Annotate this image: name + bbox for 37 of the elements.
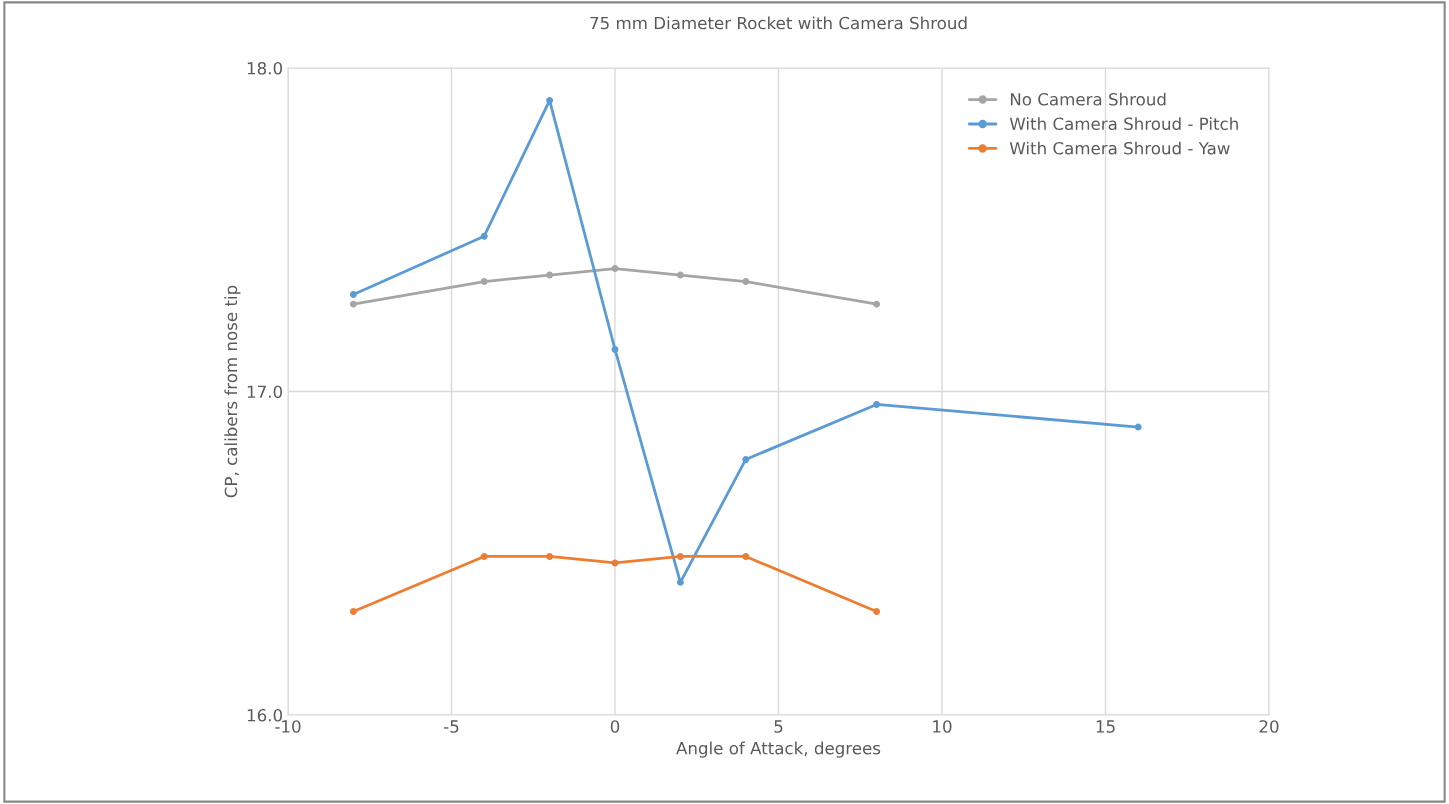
y-tick-label: 17.0 bbox=[247, 385, 283, 399]
point bbox=[676, 578, 684, 586]
x-axis-title: Angle of Attack, degrees bbox=[676, 741, 881, 758]
point bbox=[873, 608, 881, 615]
point bbox=[676, 553, 684, 560]
point bbox=[480, 232, 488, 240]
point bbox=[349, 300, 357, 308]
x-tick-label: 20 bbox=[1259, 720, 1279, 733]
point bbox=[611, 265, 619, 273]
x-tick-label: 5 bbox=[774, 720, 783, 733]
legend-label: With Camera Shroud - Yaw bbox=[1009, 141, 1230, 155]
point bbox=[349, 608, 357, 615]
x-tick-label: 0 bbox=[610, 720, 620, 733]
point bbox=[546, 96, 554, 104]
y-tick-label: 16.0 bbox=[247, 708, 283, 722]
point bbox=[742, 553, 750, 560]
point bbox=[480, 553, 488, 560]
point bbox=[873, 300, 881, 308]
point bbox=[349, 290, 357, 298]
point bbox=[742, 455, 750, 463]
x-tick-label: 10 bbox=[933, 720, 952, 733]
point bbox=[611, 345, 619, 353]
x-tick-label: -5 bbox=[444, 720, 459, 733]
legend-label: No Camera Shroud bbox=[1010, 92, 1166, 106]
point bbox=[676, 271, 684, 279]
x-tick-label: 15 bbox=[1096, 720, 1115, 733]
point bbox=[742, 278, 750, 285]
chart-title: 75 mm Diameter Rocket with Camera Shroud bbox=[590, 16, 967, 30]
point bbox=[873, 400, 881, 408]
legend-label: With Camera Shroud - Pitch bbox=[1009, 117, 1238, 131]
point bbox=[546, 271, 554, 279]
y-axis-title: CP, calibers from nose tip bbox=[224, 285, 241, 498]
y-tick-label: 18.0 bbox=[247, 61, 283, 75]
point bbox=[480, 278, 488, 285]
point bbox=[546, 553, 554, 560]
x-tick-label: -10 bbox=[275, 720, 301, 733]
point bbox=[1134, 423, 1142, 431]
